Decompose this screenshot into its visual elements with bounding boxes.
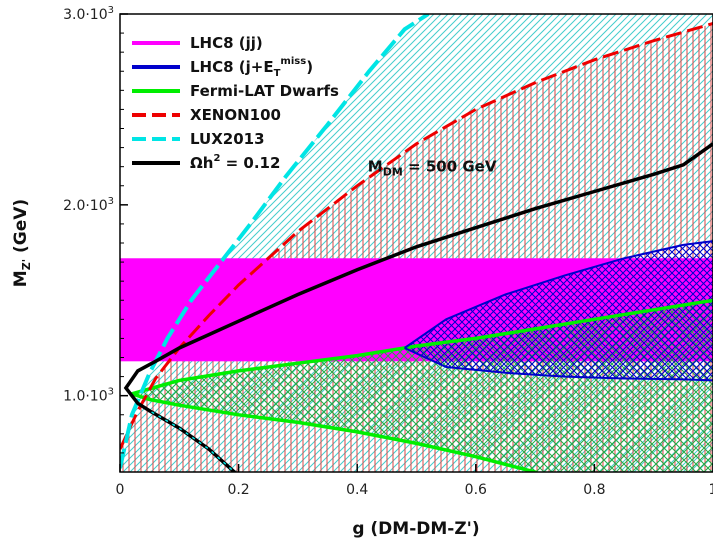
x-tick-label: 0.4 [346, 482, 368, 498]
x-tick-label: 0.2 [227, 482, 249, 498]
legend-label-lhc-jmet: LHC8 (j+ETmiss) [190, 56, 313, 79]
relic-density-line [123, 142, 713, 472]
lhc-jmet-upper-line [404, 240, 713, 349]
plot-area [120, 14, 713, 472]
x-tick-label: 0.8 [583, 482, 605, 498]
y-tick-label: 1.0·103 [63, 387, 114, 405]
x-tick-label: 0 [116, 482, 125, 498]
x-axis-ticks: 0 0.2 0.4 0.6 0.8 1 [116, 464, 713, 498]
y-tick-label: 2.0·103 [63, 196, 114, 214]
legend: LHC8 (jj) LHC8 (j+ETmiss) Fermi-LAT Dwarfs… [132, 34, 339, 172]
fermi-lower-line [131, 392, 540, 472]
svg-text:MZ' (GeV): MZ' (GeV) [11, 199, 33, 287]
y-axis-ticks: 1.0·103 2.0·103 3.0·103 [63, 5, 128, 454]
lhc-jmet-lower-line [404, 347, 713, 382]
dm-mass-annotation: MDM = 500 GeV [368, 158, 497, 179]
x-tick-label: 0.6 [465, 482, 487, 498]
fermi-upper-line [131, 298, 713, 396]
lhc-jmet-excluded-region [404, 241, 713, 381]
x-axis-title: g (DM-DM-Z') [352, 519, 479, 539]
x-tick-label: 1 [709, 482, 713, 498]
legend-label-lhc-jj: LHC8 (jj) [190, 34, 263, 52]
y-tick-label: 3.0·103 [63, 5, 114, 23]
boundary-curves [120, 14, 713, 472]
legend-label-fermi: Fermi-LAT Dwarfs [190, 82, 339, 100]
legend-label-relic: Ωh2 = 0.12 [190, 153, 280, 172]
legend-label-xenon: XENON100 [190, 106, 281, 124]
lux-line [120, 14, 430, 469]
y-axis-title: MZ' (GeV) [11, 199, 33, 287]
xenon-line [120, 22, 713, 450]
exclusion-regions [120, 14, 713, 472]
legend-label-lux: LUX2013 [190, 130, 265, 148]
